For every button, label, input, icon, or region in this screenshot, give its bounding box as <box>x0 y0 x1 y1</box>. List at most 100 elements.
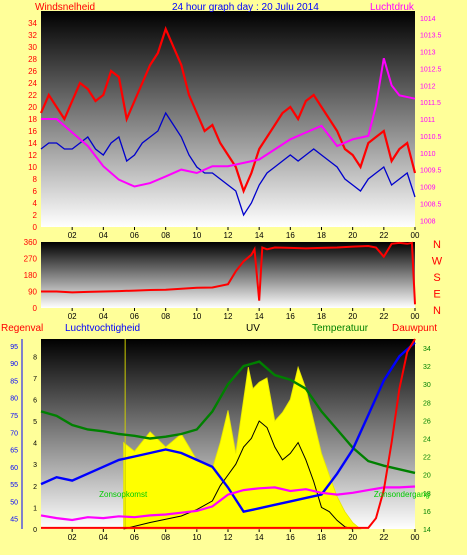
uv-tick-label: 2 <box>33 484 37 491</box>
x-tick-label: 18 <box>317 231 326 240</box>
pressure-tick-label: 1008.5 <box>420 201 442 208</box>
pressure-tick-label: 1009.5 <box>420 168 442 175</box>
x-tick-label: 06 <box>130 533 139 542</box>
humidity-tick-label: 45 <box>10 517 18 524</box>
humidity-tick-label: 75 <box>10 413 18 420</box>
x-tick-label: 22 <box>379 312 388 321</box>
humidity-tick-label: 70 <box>10 430 18 437</box>
x-tick-label: 06 <box>130 312 139 321</box>
humidity-tick-label: 55 <box>10 482 18 489</box>
uv-tick-label: 4 <box>33 441 37 448</box>
uv-tick-label: 7 <box>33 376 37 383</box>
x-tick-label: 14 <box>255 231 264 240</box>
compass-label: N <box>433 305 441 317</box>
x-tick-label: 22 <box>379 533 388 542</box>
wind-tick-label: 28 <box>28 55 37 64</box>
marks-layer: Zonsopkomst Zonsondergang <box>39 25 430 530</box>
sunrise-label: Zonsopkomst <box>99 490 148 499</box>
x-tick-label: 02 <box>68 312 77 321</box>
wind-tick-label: 10 <box>28 163 37 172</box>
compass-label: S <box>433 272 440 284</box>
x-tick-label: 04 <box>99 533 108 542</box>
wind-direction-line <box>41 241 416 305</box>
x-tick-label: 10 <box>192 312 201 321</box>
x-tick-label: 20 <box>348 231 357 240</box>
pressure-tick-label: 1011 <box>420 117 435 124</box>
pressure-tick-label: 1011.5 <box>420 100 441 107</box>
humidity-title: Luchtvochtigheid <box>65 323 140 334</box>
pressure-tick-label: 1014 <box>420 16 436 23</box>
humidity-tick-label: 50 <box>10 499 18 506</box>
pressure-tick-label: 1010 <box>420 151 436 158</box>
uv-tick-label: 5 <box>33 419 37 426</box>
sunset-label: Zonsondergang <box>374 490 430 499</box>
wind-tick-label: 14 <box>28 139 37 148</box>
wind-tick-label: 24 <box>28 79 37 88</box>
uv-title: UV <box>246 323 260 334</box>
rain-line <box>41 338 416 529</box>
wind-tick-label: 32 <box>28 31 37 40</box>
x-tick-label: 16 <box>286 312 295 321</box>
wind-average-line <box>40 111 416 217</box>
x-tick-label: 12 <box>224 231 233 240</box>
axes-layer: 024681012141618202224262830323410081008.… <box>10 16 443 542</box>
x-tick-label: 22 <box>379 231 388 240</box>
direction-tick-label: 0 <box>33 304 38 313</box>
pressure-tick-label: 1009 <box>420 185 436 192</box>
top-panel-plot <box>41 11 415 227</box>
wind-tick-label: 4 <box>33 199 38 208</box>
rain-title: Regenval <box>1 323 43 334</box>
wind-speed-line <box>39 25 417 195</box>
x-tick-label: 10 <box>192 533 201 542</box>
x-tick-label: 00 <box>411 312 420 321</box>
x-tick-label: 18 <box>317 533 326 542</box>
temperature-tick-label: 22 <box>423 455 431 462</box>
x-tick-label: 16 <box>286 231 295 240</box>
temperature-title: Temperatuur <box>312 323 369 334</box>
x-tick-label: 02 <box>68 533 77 542</box>
humidity-tick-label: 80 <box>10 396 18 403</box>
wind-title: Windsnelheid <box>35 2 95 13</box>
x-tick-label: 10 <box>192 231 201 240</box>
wind-tick-label: 16 <box>28 127 37 136</box>
pressure-tick-label: 1013.5 <box>420 33 442 40</box>
temperature-tick-label: 16 <box>423 509 431 516</box>
uv-tick-label: 3 <box>33 462 37 469</box>
wind-tick-label: 20 <box>28 103 37 112</box>
dewpoint-line <box>40 485 416 522</box>
temperature-tick-label: 24 <box>423 437 431 444</box>
pressure-tick-label: 1012.5 <box>420 66 442 73</box>
temperature-tick-label: 28 <box>423 400 431 407</box>
x-tick-label: 12 <box>224 312 233 321</box>
direction-tick-label: 270 <box>24 255 38 264</box>
wind-tick-label: 0 <box>33 223 38 232</box>
x-tick-label: 08 <box>161 231 170 240</box>
uv-tick-label: 0 <box>33 527 37 534</box>
x-tick-label: 00 <box>411 533 420 542</box>
temperature-tick-label: 34 <box>423 346 431 353</box>
compass-label: W <box>432 256 443 268</box>
humidity-tick-label: 90 <box>10 361 18 368</box>
x-tick-label: 20 <box>348 533 357 542</box>
humidity-tick-label: 85 <box>10 378 18 385</box>
temperature-tick-label: 18 <box>423 491 431 498</box>
pressure-tick-label: 1012 <box>420 83 436 90</box>
temperature-tick-label: 30 <box>423 382 431 389</box>
temperature-tick-label: 32 <box>423 364 431 371</box>
humidity-tick-label: 95 <box>10 344 18 351</box>
x-tick-label: 08 <box>161 312 170 321</box>
dewpoint-title: Dauwpunt <box>392 323 437 334</box>
pressure-title: Luchtdruk <box>370 2 415 13</box>
x-tick-label: 06 <box>130 231 139 240</box>
compass-label: E <box>433 289 440 301</box>
humidity-tick-label: 65 <box>10 448 18 455</box>
x-tick-label: 18 <box>317 312 326 321</box>
wind-tick-label: 22 <box>28 91 37 100</box>
x-tick-label: 12 <box>224 533 233 542</box>
x-tick-label: 04 <box>99 231 108 240</box>
x-tick-label: 08 <box>161 533 170 542</box>
wind-tick-label: 12 <box>28 151 37 160</box>
direction-tick-label: 180 <box>24 271 38 280</box>
humidity-tick-label: 60 <box>10 465 18 472</box>
compass-label: N <box>433 239 441 251</box>
